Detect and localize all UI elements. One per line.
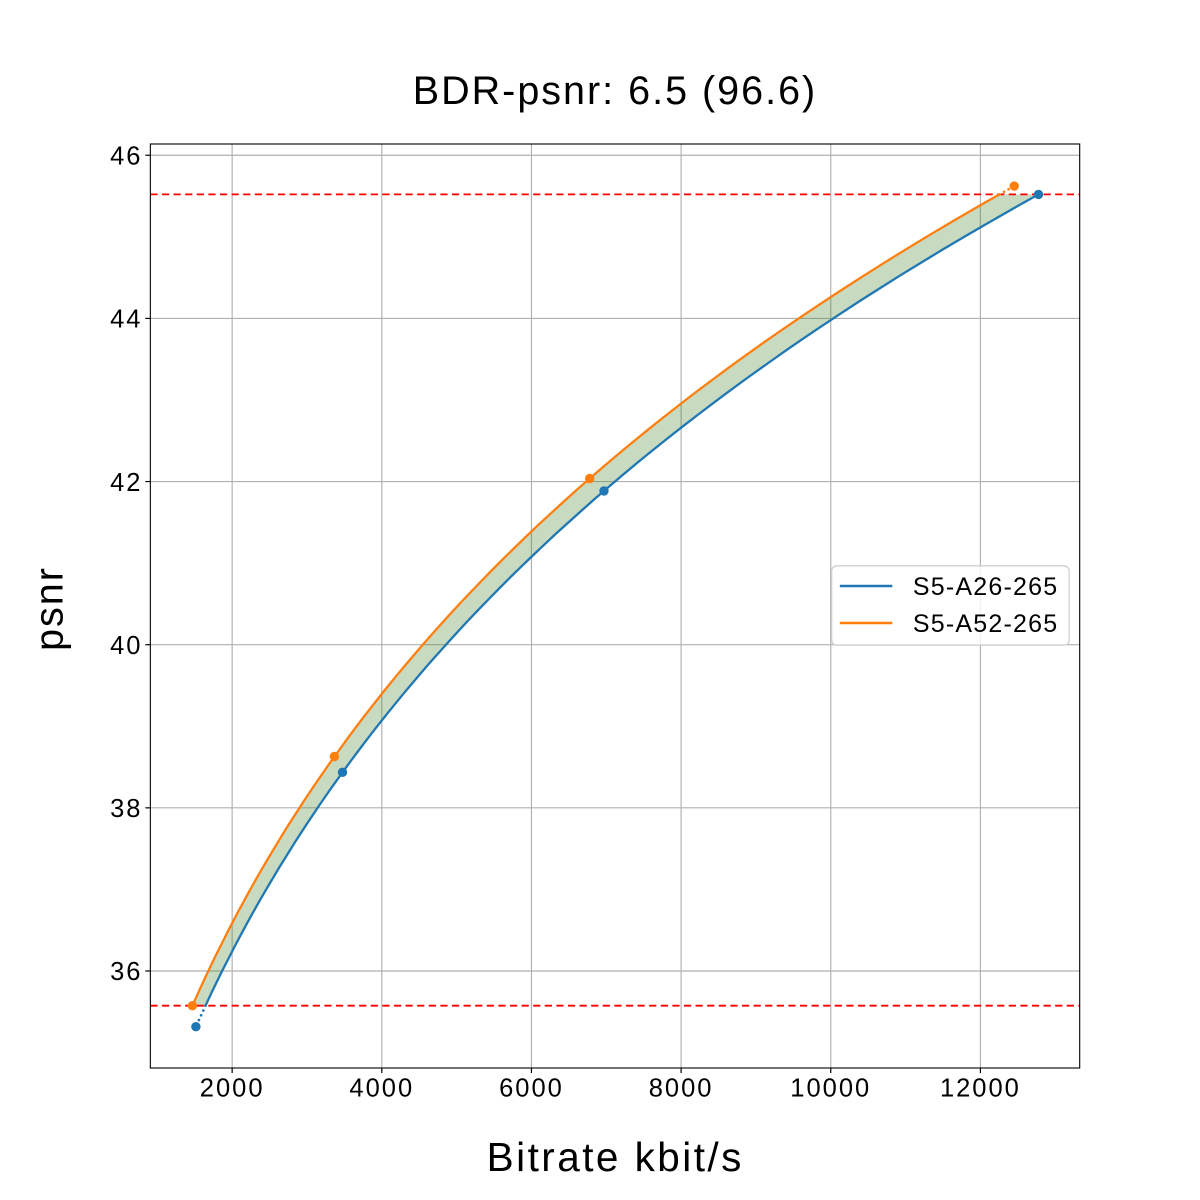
svg-text:46: 46 xyxy=(110,142,142,170)
svg-text:Bitrate kbit/s: Bitrate kbit/s xyxy=(487,1134,744,1180)
svg-text:S5-A52-265: S5-A52-265 xyxy=(913,610,1058,638)
svg-text:44: 44 xyxy=(110,306,142,334)
svg-text:38: 38 xyxy=(110,795,142,823)
svg-text:BDR-psnr: 6.5 (96.6): BDR-psnr: 6.5 (96.6) xyxy=(413,69,817,113)
svg-text:4000: 4000 xyxy=(349,1075,414,1103)
svg-text:6000: 6000 xyxy=(499,1075,564,1103)
svg-text:42: 42 xyxy=(110,469,142,497)
svg-text:40: 40 xyxy=(110,632,142,660)
svg-text:10000: 10000 xyxy=(790,1075,871,1103)
svg-text:12000: 12000 xyxy=(940,1075,1021,1103)
svg-text:8000: 8000 xyxy=(649,1075,714,1103)
svg-text:psnr: psnr xyxy=(28,566,72,651)
svg-text:S5-A26-265: S5-A26-265 xyxy=(913,573,1058,601)
svg-text:2000: 2000 xyxy=(200,1075,265,1103)
svg-text:36: 36 xyxy=(110,958,142,986)
